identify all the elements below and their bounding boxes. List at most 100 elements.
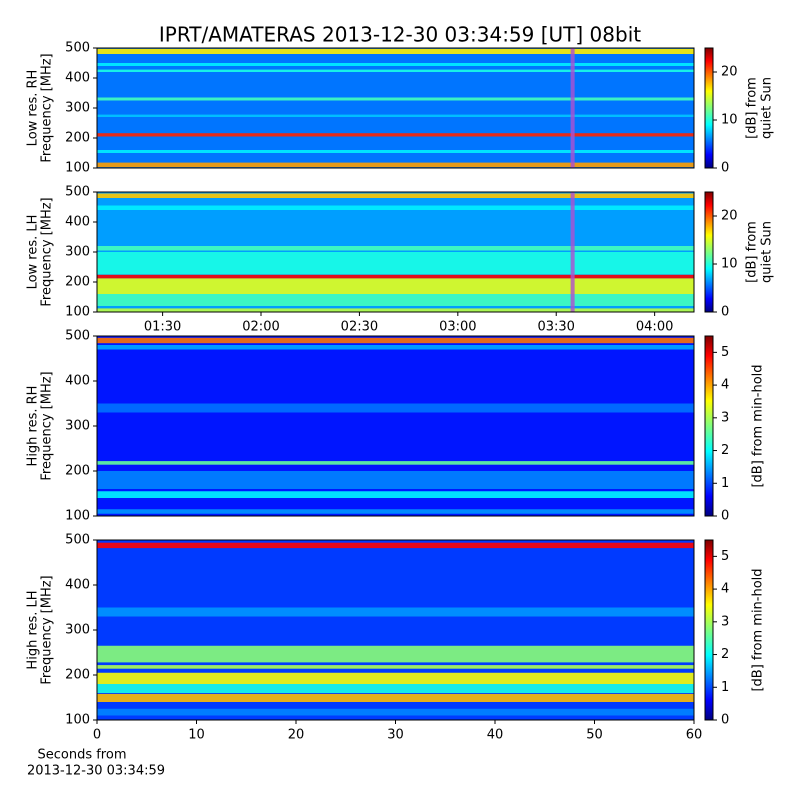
y-tick-label: 500 — [65, 41, 90, 56]
y-tick-label: 200 — [65, 275, 90, 290]
y-tick-label: 300 — [65, 101, 90, 116]
heatmap-band — [97, 461, 694, 465]
y-tick-label: 400 — [65, 578, 90, 593]
x-tick-label: 01:30 — [144, 320, 181, 335]
colorbar-label: [dB] from min-hold — [751, 568, 766, 691]
heatmap-band — [97, 63, 694, 66]
x-axis-label: 2013-12-30 03:34:59 — [27, 764, 165, 779]
colorbar-tick-label: 3 — [721, 614, 729, 629]
y-tick-label: 500 — [65, 185, 90, 200]
x-tick-label: 60 — [686, 728, 703, 743]
colorbar — [704, 539, 714, 721]
heatmap-band — [97, 308, 694, 312]
x-tick-label: 02:00 — [242, 320, 279, 335]
heatmap-band — [97, 294, 694, 306]
heatmap-band — [97, 162, 694, 168]
y-axis-label: Frequency [MHz] — [40, 371, 55, 480]
heatmap-band — [97, 684, 694, 693]
y-axis-label: Low res. LH — [26, 215, 41, 290]
y-tick-label: 500 — [65, 329, 90, 344]
heatmap-band — [97, 246, 694, 251]
y-tick-label: 400 — [65, 215, 90, 230]
heatmap-band — [97, 471, 694, 489]
y-axis-label: High res. RH — [26, 386, 41, 467]
heatmap-band — [97, 274, 694, 279]
heatmap-band — [97, 665, 694, 669]
heatmap-band — [97, 403, 694, 413]
heatmap-band — [97, 337, 694, 344]
colorbar-label: quiet Sun — [760, 77, 775, 139]
colorbar-tick-label: 3 — [721, 410, 729, 425]
heatmap-band — [97, 693, 694, 702]
colorbar — [704, 191, 714, 313]
y-tick-label: 300 — [65, 419, 90, 434]
chart-title: IPRT/AMATERAS 2013-12-30 03:34:59 [UT] 0… — [159, 23, 641, 47]
colorbar — [704, 47, 714, 169]
y-tick-label: 200 — [65, 131, 90, 146]
y-tick-label: 300 — [65, 245, 90, 260]
y-tick-label: 200 — [65, 668, 90, 683]
colorbar-label: [dB] from min-hold — [751, 364, 766, 487]
y-tick-label: 500 — [65, 533, 90, 548]
heatmap-band — [97, 708, 694, 716]
y-tick-label: 100 — [65, 161, 90, 176]
y-tick-label: 400 — [65, 71, 90, 86]
x-tick-label: 20 — [288, 728, 305, 743]
y-axis-label: Low res. RH — [26, 70, 41, 147]
colorbar-tick-label: 10 — [721, 257, 738, 272]
heatmap-band — [97, 491, 694, 498]
heatmap-band — [97, 509, 694, 514]
colorbar — [704, 335, 714, 517]
colorbar-tick-label: 0 — [721, 161, 729, 176]
x-tick-label: 50 — [586, 728, 603, 743]
x-tick-label: 02:30 — [341, 320, 378, 335]
x-tick-label: 0 — [93, 728, 101, 743]
colorbar-tick-label: 4 — [721, 378, 729, 393]
colorbar-tick-label: 10 — [721, 113, 738, 128]
y-tick-label: 100 — [65, 305, 90, 320]
y-axis-label: Frequency [MHz] — [40, 197, 55, 306]
colorbar-tick-label: 5 — [721, 549, 729, 564]
heatmap-band — [97, 345, 694, 350]
heatmap-band — [97, 114, 694, 117]
colorbar-label: [dB] from — [745, 221, 760, 283]
heatmap-band — [97, 48, 694, 54]
colorbar-tick-label: 20 — [721, 209, 738, 224]
y-axis-label: High res. LH — [26, 590, 41, 669]
x-axis-label: Seconds from — [37, 748, 126, 763]
heatmap-band — [97, 133, 694, 137]
colorbar-tick-label: 2 — [721, 647, 729, 662]
x-tick-label: 03:30 — [537, 320, 574, 335]
x-tick-label: 03:00 — [439, 320, 476, 335]
heatmap-band — [97, 607, 694, 617]
heatmap-background — [97, 48, 694, 168]
x-tick-label: 04:00 — [636, 320, 673, 335]
colorbar-label: [dB] from — [745, 77, 760, 139]
colorbar-tick-label: 0 — [721, 713, 729, 728]
heatmap-band — [97, 542, 694, 549]
x-tick-label: 40 — [487, 728, 504, 743]
y-tick-label: 200 — [65, 464, 90, 479]
heatmap-band — [97, 278, 694, 294]
colorbar-tick-label: 20 — [721, 65, 738, 80]
colorbar-label: quiet Sun — [760, 221, 775, 283]
heatmap-band — [97, 672, 694, 684]
y-tick-label: 400 — [65, 374, 90, 389]
heatmap-band — [97, 193, 694, 198]
heatmap-band — [97, 205, 694, 210]
x-tick-label: 10 — [188, 728, 205, 743]
colorbar-tick-label: 0 — [721, 509, 729, 524]
y-axis-label: Frequency [MHz] — [40, 575, 55, 684]
colorbar-tick-label: 5 — [721, 345, 729, 360]
heatmap-band — [97, 69, 694, 72]
x-tick-label: 30 — [387, 728, 404, 743]
y-tick-label: 100 — [65, 509, 90, 524]
y-axis-label: Frequency [MHz] — [40, 53, 55, 162]
colorbar-tick-label: 0 — [721, 305, 729, 320]
y-tick-label: 100 — [65, 713, 90, 728]
y-tick-label: 300 — [65, 623, 90, 638]
colorbar-tick-label: 1 — [721, 680, 729, 695]
colorbar-tick-label: 4 — [721, 582, 729, 597]
colorbar-tick-label: 1 — [721, 476, 729, 491]
